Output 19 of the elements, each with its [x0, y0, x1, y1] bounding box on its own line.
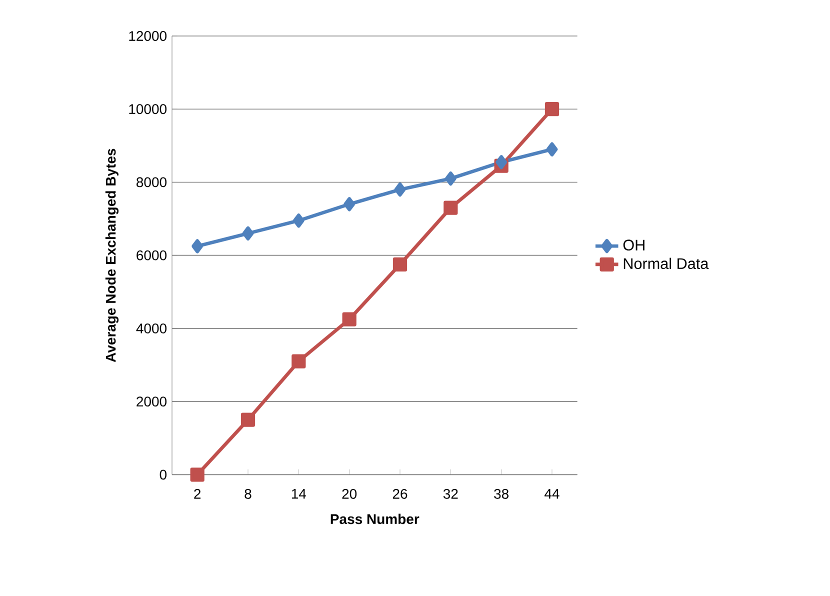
legend-label: Normal Data [624, 258, 709, 270]
y-tick-label: 0 [160, 470, 167, 480]
x-tick-label: 14 [292, 488, 306, 499]
y-tick-label: 2000 [136, 396, 167, 407]
y-tick-label: 4000 [136, 323, 167, 334]
x-tick-label: 20 [342, 488, 357, 499]
y-axis-title: Average Node Exchanged Bytes [105, 148, 119, 362]
y-tick-label: 8000 [136, 177, 167, 188]
x-tick-label: 26 [392, 488, 408, 499]
x-tick-label: 8 [244, 488, 252, 499]
x-tick-label: 38 [494, 488, 509, 499]
x-tick-label: 32 [443, 488, 458, 499]
legend-label: OH [623, 240, 644, 251]
y-tick-label: 6000 [136, 250, 167, 260]
y-tick-label: 12000 [129, 31, 167, 41]
x-axis-title: Pass Number [330, 514, 420, 524]
y-tick-label: 10000 [129, 104, 167, 114]
x-tick-label: 2 [194, 488, 201, 499]
x-tick-label: 44 [544, 488, 560, 499]
